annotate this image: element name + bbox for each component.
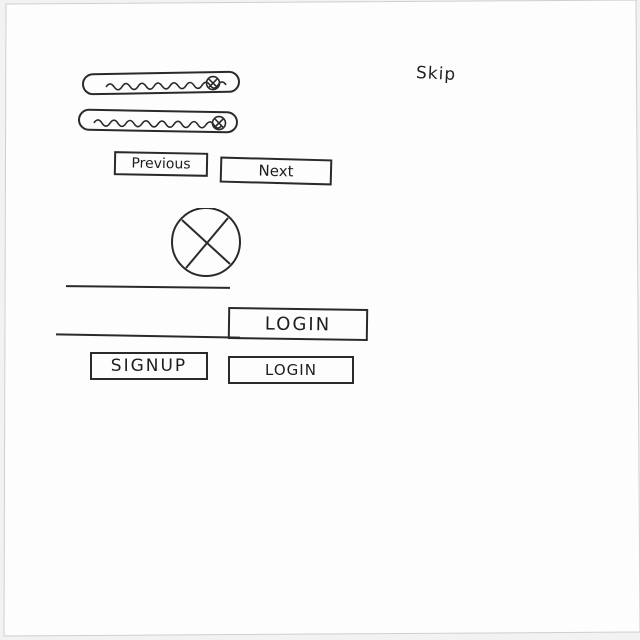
login-button[interactable]: LOGIN xyxy=(227,307,369,341)
login-secondary-button[interactable]: LOGIN xyxy=(228,356,354,384)
search-input-1[interactable] xyxy=(81,70,241,96)
image-placeholder-icon xyxy=(171,208,241,277)
signup-button[interactable]: SIGNUP xyxy=(90,352,208,380)
next-button[interactable]: Next xyxy=(219,156,333,186)
placeholder-squiggle xyxy=(93,119,223,129)
clear-x-icon[interactable] xyxy=(210,114,228,132)
previous-button[interactable]: Previous xyxy=(113,151,209,177)
clear-x-icon[interactable] xyxy=(204,74,222,92)
skip-link[interactable]: Skip xyxy=(415,62,457,86)
search-input-2[interactable] xyxy=(77,108,239,134)
